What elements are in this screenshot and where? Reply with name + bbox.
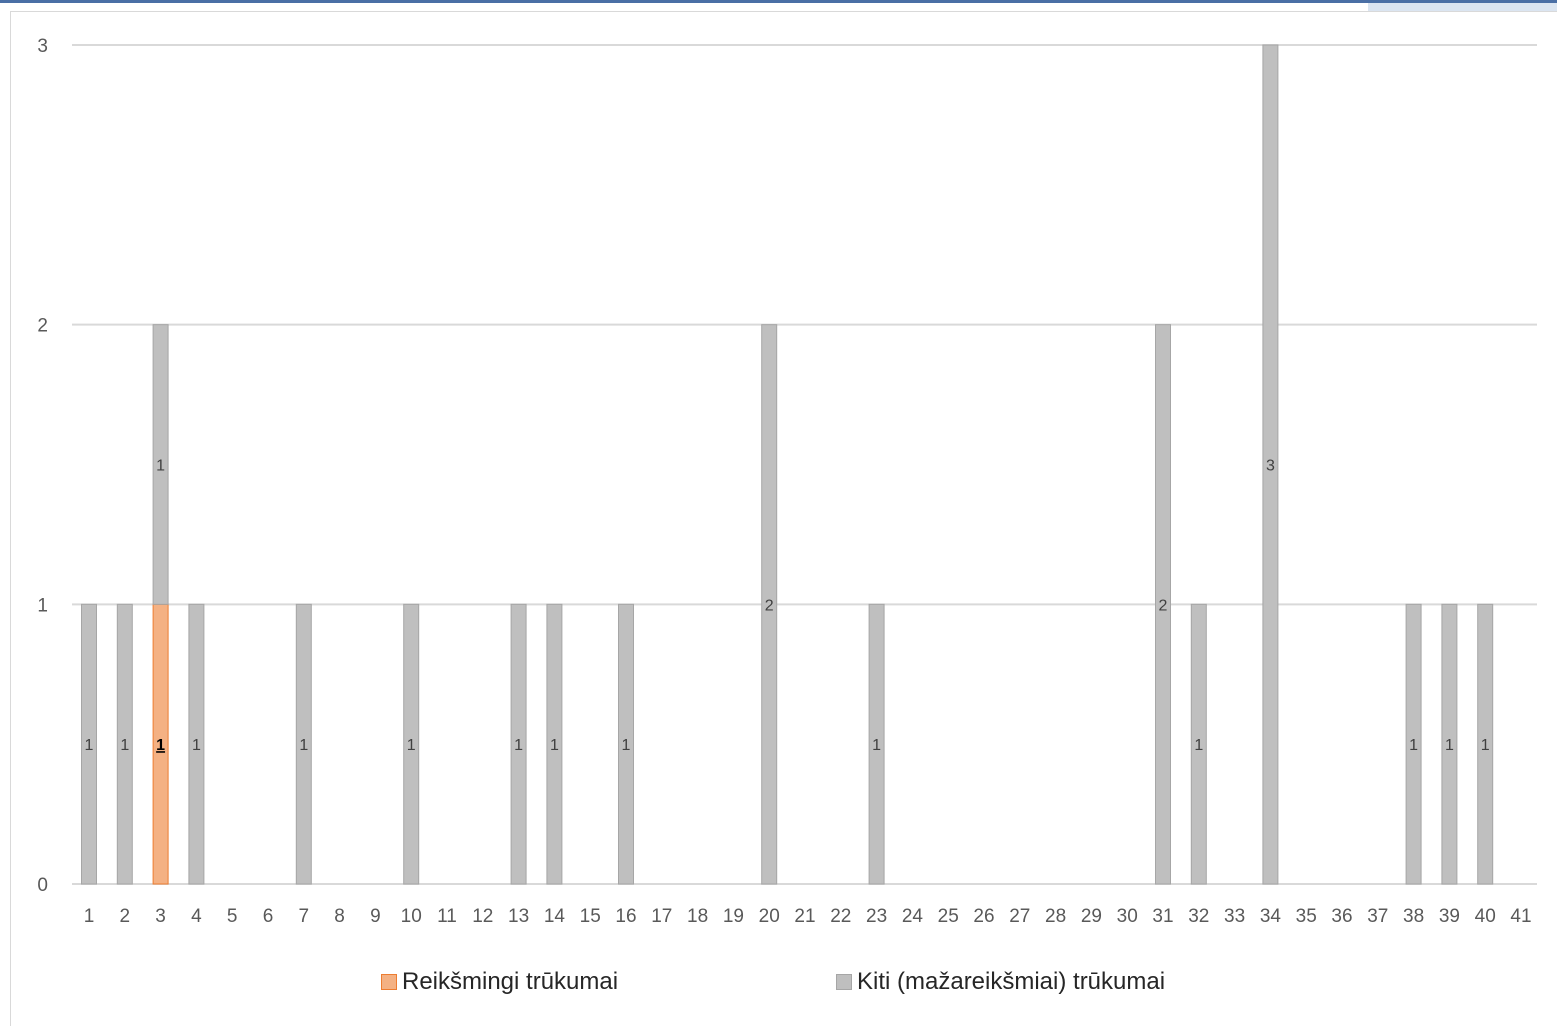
x-tick-label: 8 bbox=[334, 906, 345, 927]
bar-other[interactable] bbox=[1441, 603, 1458, 885]
data-label: 1 bbox=[120, 737, 129, 754]
x-tick-label: 5 bbox=[227, 906, 238, 927]
x-tick-label: 25 bbox=[938, 906, 959, 927]
x-tick-label: 32 bbox=[1188, 906, 1209, 927]
x-tick-label: 18 bbox=[687, 906, 708, 927]
data-label: 3 bbox=[1266, 458, 1275, 475]
x-tick-label: 27 bbox=[1009, 906, 1030, 927]
data-label: 1 bbox=[1445, 737, 1454, 754]
y-tick-label: 0 bbox=[37, 875, 48, 896]
bar-other[interactable] bbox=[1405, 603, 1422, 885]
x-tick-label: 11 bbox=[437, 906, 457, 927]
x-tick-label: 16 bbox=[615, 906, 636, 927]
x-tick-label: 2 bbox=[120, 906, 131, 927]
bar-other[interactable] bbox=[1155, 324, 1171, 885]
x-tick-label: 4 bbox=[191, 906, 202, 927]
bar-other[interactable] bbox=[510, 603, 527, 885]
x-tick-label: 35 bbox=[1296, 906, 1317, 927]
data-label: 1 bbox=[156, 458, 165, 475]
data-label: 1 bbox=[1481, 737, 1490, 754]
x-tick-label: 37 bbox=[1367, 906, 1388, 927]
gridlines bbox=[72, 44, 1537, 885]
bar-other[interactable] bbox=[403, 603, 420, 885]
y-tick-label: 2 bbox=[37, 316, 48, 337]
x-tick-label: 21 bbox=[794, 906, 815, 927]
x-tick-label: 3 bbox=[155, 906, 166, 927]
data-labels: 1 1 1 1 1 1 1 1 1 1 2 1 2 1 3 1 1 1 bbox=[85, 458, 1490, 755]
data-label: 1 bbox=[872, 737, 881, 754]
x-tick-label: 38 bbox=[1403, 906, 1424, 927]
x-tick-label: 36 bbox=[1331, 906, 1352, 927]
ribbon-corner-tab bbox=[1368, 3, 1557, 11]
legend-item-significant[interactable]: Reikšmingi trūkumai bbox=[381, 966, 618, 998]
x-tick-label: 17 bbox=[651, 906, 672, 927]
x-tick-label: 28 bbox=[1045, 906, 1066, 927]
legend-label-other: Kiti (mažareikšmiai) trūkumai bbox=[857, 968, 1166, 995]
data-label: 1 bbox=[299, 737, 308, 754]
data-label: 1 bbox=[156, 737, 165, 754]
legend-swatch-other bbox=[836, 974, 852, 990]
x-tick-label: 1 bbox=[84, 906, 95, 927]
x-tick-label: 31 bbox=[1152, 906, 1173, 927]
x-tick-label: 30 bbox=[1117, 906, 1138, 927]
chart-area[interactable] bbox=[10, 11, 1557, 1026]
data-label: 1 bbox=[1409, 737, 1418, 754]
x-tick-label: 14 bbox=[544, 906, 566, 927]
bar-other[interactable] bbox=[81, 603, 97, 885]
x-tick-label: 34 bbox=[1260, 906, 1282, 927]
data-label: 1 bbox=[407, 737, 416, 754]
data-label: 1 bbox=[550, 737, 559, 754]
x-tick-label: 6 bbox=[263, 906, 274, 927]
x-tick-label: 9 bbox=[370, 906, 381, 927]
x-tick-label: 26 bbox=[973, 906, 994, 927]
bars[interactable] bbox=[81, 44, 1494, 885]
x-tick-label: 19 bbox=[723, 906, 744, 927]
bar-other[interactable] bbox=[868, 603, 885, 885]
bar-other[interactable] bbox=[546, 603, 563, 885]
bar-other[interactable] bbox=[152, 324, 169, 605]
legend-label-significant: Reikšmingi trūkumai bbox=[402, 968, 619, 995]
bar-other[interactable] bbox=[1190, 603, 1207, 885]
x-tick-label: 22 bbox=[830, 906, 851, 927]
data-label: 1 bbox=[192, 737, 201, 754]
chart-legend[interactable]: Reikšmingi trūkumai Kiti (mažareikšmiai)… bbox=[0, 966, 1557, 998]
bar-other[interactable] bbox=[1262, 44, 1279, 885]
bar-other[interactable] bbox=[1477, 603, 1494, 885]
x-tick-label: 13 bbox=[508, 906, 529, 927]
x-axis-ticks: 1 2 3 4 5 6 7 8 9 10 11 12 13 14 15 16 17 18 19 20 21 22 23 24 2… bbox=[84, 906, 1532, 927]
window-top-border bbox=[0, 0, 1557, 3]
bar-other[interactable] bbox=[116, 603, 133, 885]
x-tick-label: 40 bbox=[1475, 906, 1496, 927]
x-tick-label: 10 bbox=[401, 906, 422, 927]
legend-item-other[interactable]: Kiti (mažareikšmiai) trūkumai bbox=[836, 966, 1165, 998]
x-tick-label: 23 bbox=[866, 906, 887, 927]
x-tick-label: 29 bbox=[1081, 906, 1102, 927]
x-tick-label: 39 bbox=[1439, 906, 1460, 927]
data-label: 1 bbox=[514, 737, 523, 754]
bar-other[interactable] bbox=[761, 324, 778, 885]
data-label: 1 bbox=[85, 737, 94, 754]
x-tick-label: 7 bbox=[299, 906, 310, 927]
x-tick-label: 24 bbox=[902, 906, 924, 927]
bar-other[interactable] bbox=[295, 603, 312, 885]
data-label: 1 bbox=[622, 737, 631, 754]
x-tick-label: 33 bbox=[1224, 906, 1245, 927]
y-tick-label: 1 bbox=[37, 595, 48, 616]
x-tick-label: 15 bbox=[580, 906, 601, 927]
data-label: 1 bbox=[1194, 737, 1203, 754]
y-tick-label: 3 bbox=[37, 36, 48, 57]
y-axis-ticks: 0 1 2 3 bbox=[37, 36, 48, 896]
data-label: 2 bbox=[1159, 597, 1168, 614]
legend-swatch-significant bbox=[381, 974, 397, 990]
x-tick-label: 41 bbox=[1510, 906, 1531, 927]
data-label: 2 bbox=[765, 597, 774, 614]
x-tick-label: 20 bbox=[759, 906, 780, 927]
bar-other[interactable] bbox=[618, 603, 634, 885]
x-tick-label: 12 bbox=[472, 906, 493, 927]
bar-other[interactable] bbox=[188, 603, 205, 885]
